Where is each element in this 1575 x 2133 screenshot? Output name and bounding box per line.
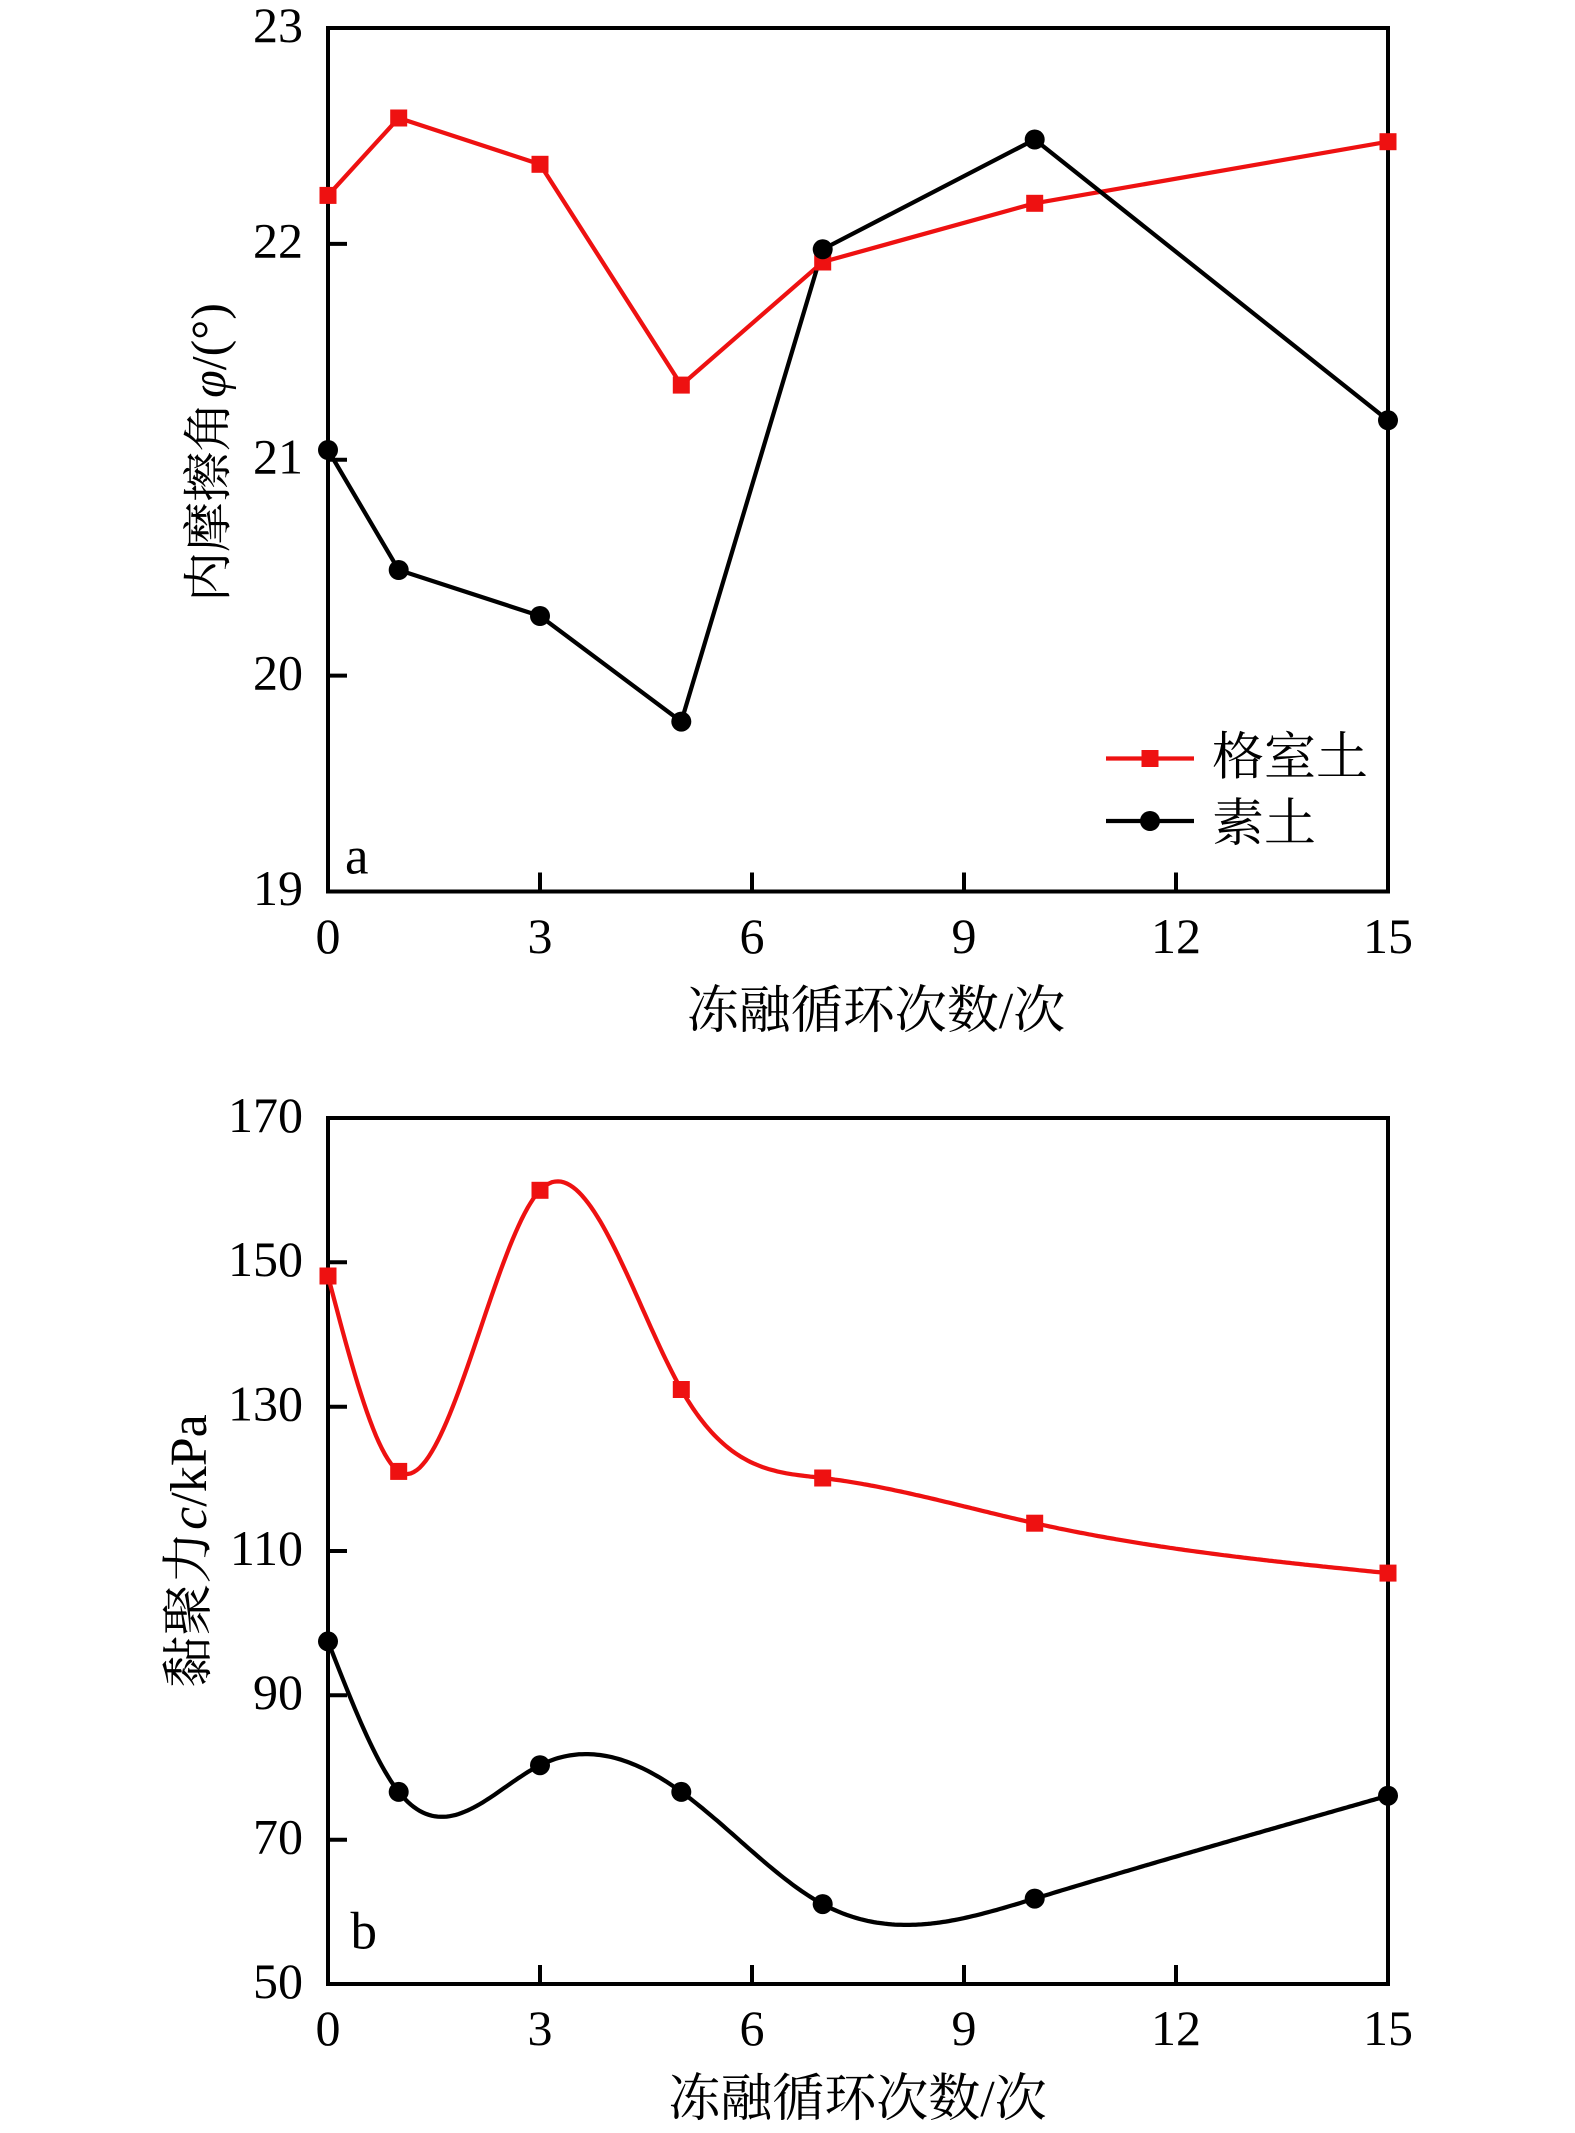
svg-text:b: b xyxy=(351,1902,378,1960)
svg-text:9: 9 xyxy=(952,2000,977,2056)
svg-text:φ/(°): φ/(°) xyxy=(181,303,237,398)
svg-text:15: 15 xyxy=(1363,908,1413,964)
svg-text:20: 20 xyxy=(253,644,303,700)
svg-text:3: 3 xyxy=(528,908,553,964)
svg-text:0: 0 xyxy=(316,2000,341,2056)
svg-text:6: 6 xyxy=(740,908,765,964)
svg-text:3: 3 xyxy=(528,2000,553,2056)
svg-text:12: 12 xyxy=(1151,2000,1201,2056)
svg-text:15: 15 xyxy=(1363,2000,1413,2056)
svg-text:21: 21 xyxy=(253,429,303,485)
svg-text:6: 6 xyxy=(740,2000,765,2056)
svg-text:12: 12 xyxy=(1151,908,1201,964)
svg-text:50: 50 xyxy=(253,1953,303,2009)
svg-text:23: 23 xyxy=(253,0,303,53)
svg-text:150: 150 xyxy=(228,1231,303,1287)
svg-text:70: 70 xyxy=(253,1808,303,1864)
svg-text:19: 19 xyxy=(253,860,303,916)
svg-text:90: 90 xyxy=(253,1664,303,1720)
svg-text:c/kPa: c/kPa xyxy=(161,1414,218,1530)
svg-text:170: 170 xyxy=(228,1087,303,1143)
svg-text:/: / xyxy=(999,983,1014,1040)
svg-text:/: / xyxy=(980,2071,995,2128)
svg-text:a: a xyxy=(345,828,369,886)
svg-text:9: 9 xyxy=(952,908,977,964)
svg-text:110: 110 xyxy=(230,1520,303,1576)
svg-text:0: 0 xyxy=(316,908,341,964)
svg-text:22: 22 xyxy=(253,213,303,269)
svg-text:130: 130 xyxy=(228,1375,303,1431)
